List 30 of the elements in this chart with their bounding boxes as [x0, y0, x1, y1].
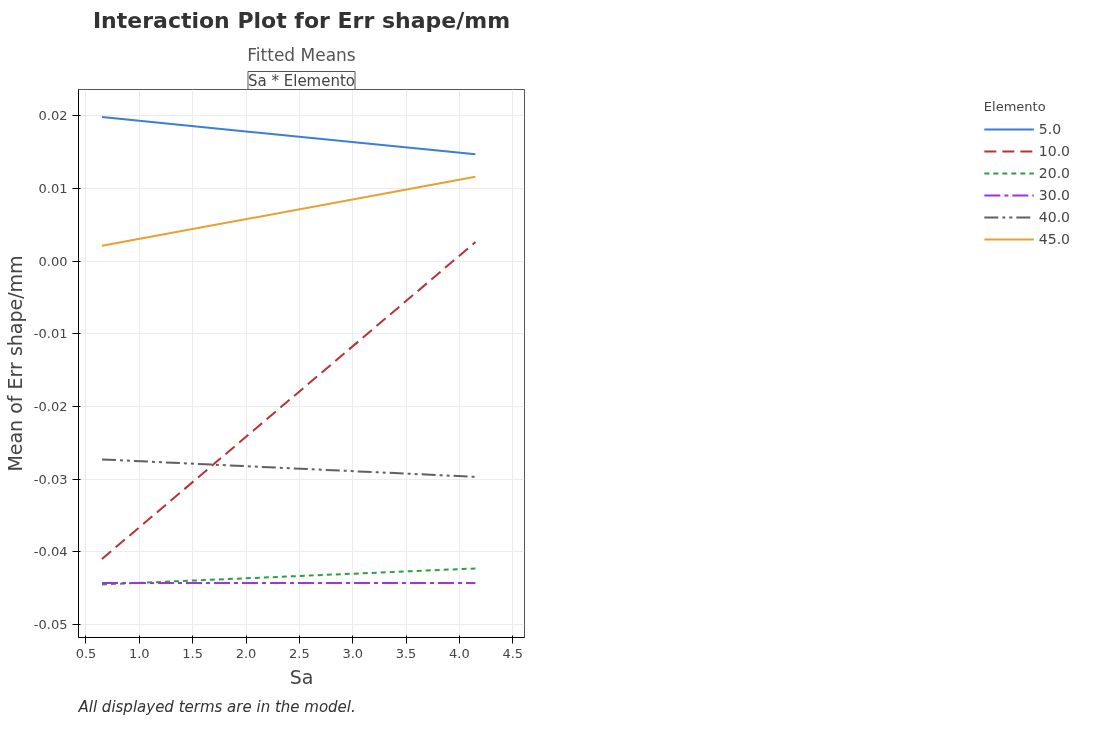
y-tick-label: -0.04 — [33, 544, 68, 560]
x-tick-label: 2.0 — [235, 645, 257, 661]
x-tick-label: 1.0 — [128, 645, 150, 661]
y-tick-label: 0.02 — [38, 108, 68, 124]
y-tick-label: -0.01 — [33, 326, 68, 342]
x-tick-label: 4.0 — [449, 645, 470, 661]
x-tick-label: 4.5 — [502, 645, 524, 661]
x-tick-label: 1.5 — [182, 645, 204, 661]
y-axis-title: Mean of Err shape/mm — [3, 255, 26, 472]
y-tick-label: 0.01 — [38, 180, 68, 196]
text: Sa * Elemento — [247, 71, 356, 90]
x-tick-label: 3.0 — [342, 645, 364, 661]
chart-title: Interaction Plot for Err shape/mm — [92, 7, 511, 33]
chart-subtitle: Fitted Means — [247, 44, 356, 65]
x-tick-label: 0.5 — [75, 645, 97, 661]
text: All displayed terms are in the model. — [77, 697, 356, 716]
x-axis-title: Sa — [289, 665, 314, 688]
legend-label: 20.0 — [1038, 165, 1070, 181]
legend-label: 5.0 — [1038, 121, 1062, 137]
y-tick-label: -0.05 — [33, 616, 68, 632]
legend-label: 40.0 — [1038, 209, 1070, 225]
legend-label: 30.0 — [1038, 187, 1070, 203]
y-tick-label: 0.00 — [38, 253, 68, 269]
legend-title: Elemento — [983, 99, 1047, 114]
y-tick-label: -0.03 — [33, 471, 68, 487]
y-tick-label: -0.02 — [33, 398, 68, 414]
legend-label: 10.0 — [1038, 143, 1070, 159]
x-tick-label: 3.5 — [395, 645, 417, 661]
legend-label: 45.0 — [1038, 231, 1070, 247]
x-tick-label: 2.5 — [289, 645, 310, 661]
